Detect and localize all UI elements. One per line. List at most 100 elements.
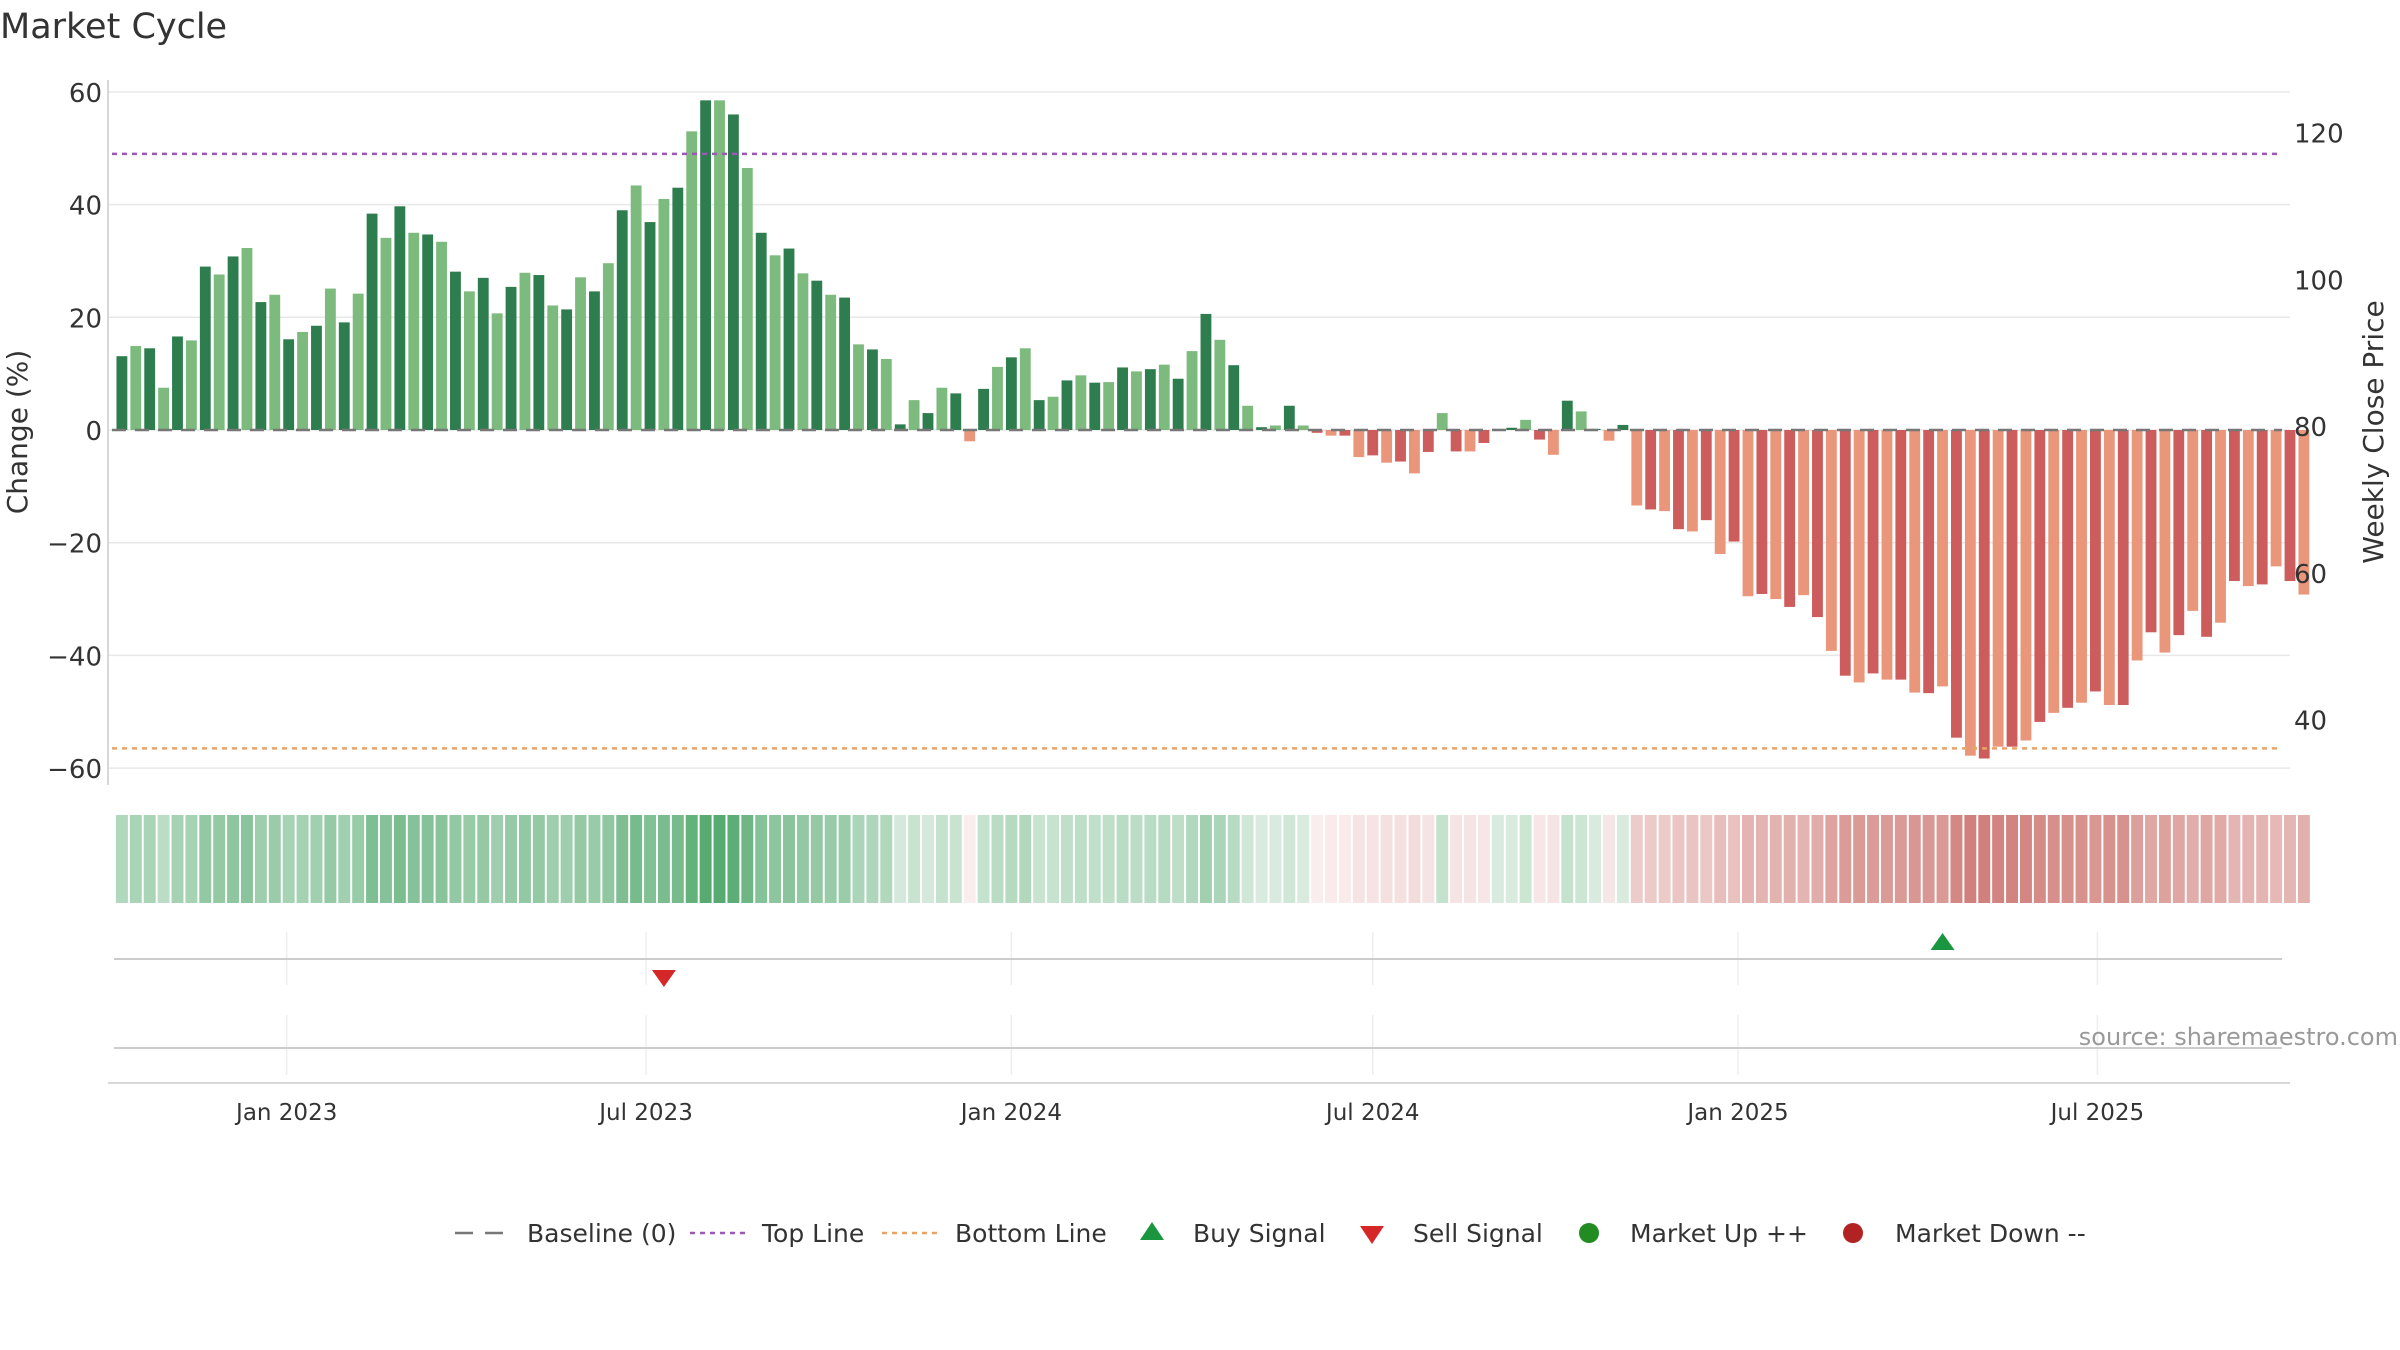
heat-cell	[171, 815, 184, 903]
change-bar	[950, 393, 962, 430]
heat-cell	[435, 815, 448, 903]
change-bar	[1311, 430, 1323, 433]
change-bar	[922, 413, 934, 430]
change-bar	[2076, 430, 2087, 703]
heat-cell	[1519, 815, 1532, 903]
heat-cell	[1839, 815, 1852, 903]
heat-cell	[866, 815, 879, 903]
heat-cell	[1422, 815, 1435, 903]
heat-cell	[1019, 815, 1032, 903]
heat-cell	[1144, 815, 1157, 903]
heat-cell	[1102, 815, 1115, 903]
change-bar	[269, 294, 281, 430]
change-bar	[894, 424, 906, 430]
change-bar	[519, 272, 531, 430]
change-bar	[727, 114, 739, 430]
heat-cell	[1088, 815, 1101, 903]
change-bar	[686, 131, 698, 430]
change-bar	[978, 388, 989, 430]
heat-cell	[1477, 815, 1490, 903]
change-bar	[199, 266, 211, 430]
change-bar	[338, 322, 350, 430]
x-tick-label: Jan 2023	[234, 1100, 337, 1126]
heat-cell	[1450, 815, 1463, 903]
change-bar	[1534, 430, 1545, 440]
heat-cell	[1950, 815, 1963, 903]
heat-cell	[2089, 815, 2102, 903]
heat-cell	[1394, 815, 1407, 903]
heat-cell	[2047, 815, 2060, 903]
heat-cell	[2172, 815, 2185, 903]
right-y-axis-label: Weekly Close Price	[2357, 300, 2390, 563]
legend-label: Buy Signal	[1193, 1219, 1326, 1248]
change-bar	[741, 167, 753, 430]
change-bar	[1283, 405, 1295, 430]
heat-cell	[1992, 815, 2005, 903]
heat-cell	[769, 815, 782, 903]
change-bar	[1645, 430, 1657, 510]
heat-cell	[908, 815, 921, 903]
change-bar	[1839, 430, 1851, 676]
heat-cell	[2158, 815, 2171, 903]
legend-label: Sell Signal	[1413, 1219, 1543, 1248]
legend-buy-icon	[1140, 1222, 1164, 1240]
heat-cell	[1255, 815, 1268, 903]
heat-cell	[1505, 815, 1518, 903]
heat-cell	[1547, 815, 1560, 903]
signal-panel	[114, 932, 2282, 987]
change-bar	[602, 263, 614, 430]
change-bar	[2090, 430, 2101, 692]
change-bar	[1228, 365, 1240, 430]
change-bar	[2103, 430, 2115, 705]
heat-cell	[1867, 815, 1880, 903]
change-bar	[1825, 430, 1837, 651]
heat-cell	[1825, 815, 1838, 903]
heat-cell	[963, 815, 976, 903]
heat-cell	[755, 815, 768, 903]
change-bar	[2145, 430, 2157, 633]
heat-cell	[1199, 815, 1212, 903]
heat-cell	[1714, 815, 1727, 903]
heat-cell	[1811, 815, 1824, 903]
x-tick-label: Jul 2025	[2049, 1100, 2145, 1126]
change-bar	[1242, 405, 1254, 430]
change-bar	[1033, 400, 1045, 430]
change-bar	[1867, 430, 1879, 674]
change-bar	[644, 222, 656, 430]
heat-cell	[1241, 815, 1254, 903]
change-bar	[213, 274, 225, 430]
heat-cell	[1589, 815, 1602, 903]
heat-cell	[1561, 815, 1574, 903]
heat-cell	[838, 815, 851, 903]
legend: Baseline (0) Top Line Bottom Line Buy Signa…	[455, 1219, 2086, 1248]
change-bar	[1673, 430, 1684, 530]
change-bar	[1047, 396, 1059, 430]
change-bar	[1103, 382, 1115, 430]
heat-cell	[449, 815, 462, 903]
heat-cell	[852, 815, 865, 903]
heat-strip	[115, 815, 2310, 903]
heat-cell	[1116, 815, 1129, 903]
heat-cell	[1352, 815, 1365, 903]
change-bar	[422, 234, 434, 430]
change-bar	[1450, 430, 1462, 452]
change-bar	[1089, 382, 1101, 430]
change-bar	[1131, 371, 1142, 430]
change-bar	[672, 187, 684, 430]
heat-cell	[1922, 815, 1935, 903]
change-bar	[1561, 400, 1573, 430]
heat-cell	[894, 815, 907, 903]
heat-cell	[2131, 815, 2144, 903]
heat-cell	[2256, 815, 2269, 903]
change-bar	[1270, 425, 1281, 430]
heat-cell	[1769, 815, 1782, 903]
heat-cell	[505, 815, 518, 903]
heat-cell	[421, 815, 434, 903]
change-bar	[491, 313, 503, 430]
heat-cell	[227, 815, 240, 903]
change-bar	[561, 309, 573, 430]
bar-series	[116, 100, 2310, 759]
change-bar	[1478, 430, 1490, 443]
change-bar	[144, 348, 156, 430]
change-bar	[547, 305, 559, 430]
